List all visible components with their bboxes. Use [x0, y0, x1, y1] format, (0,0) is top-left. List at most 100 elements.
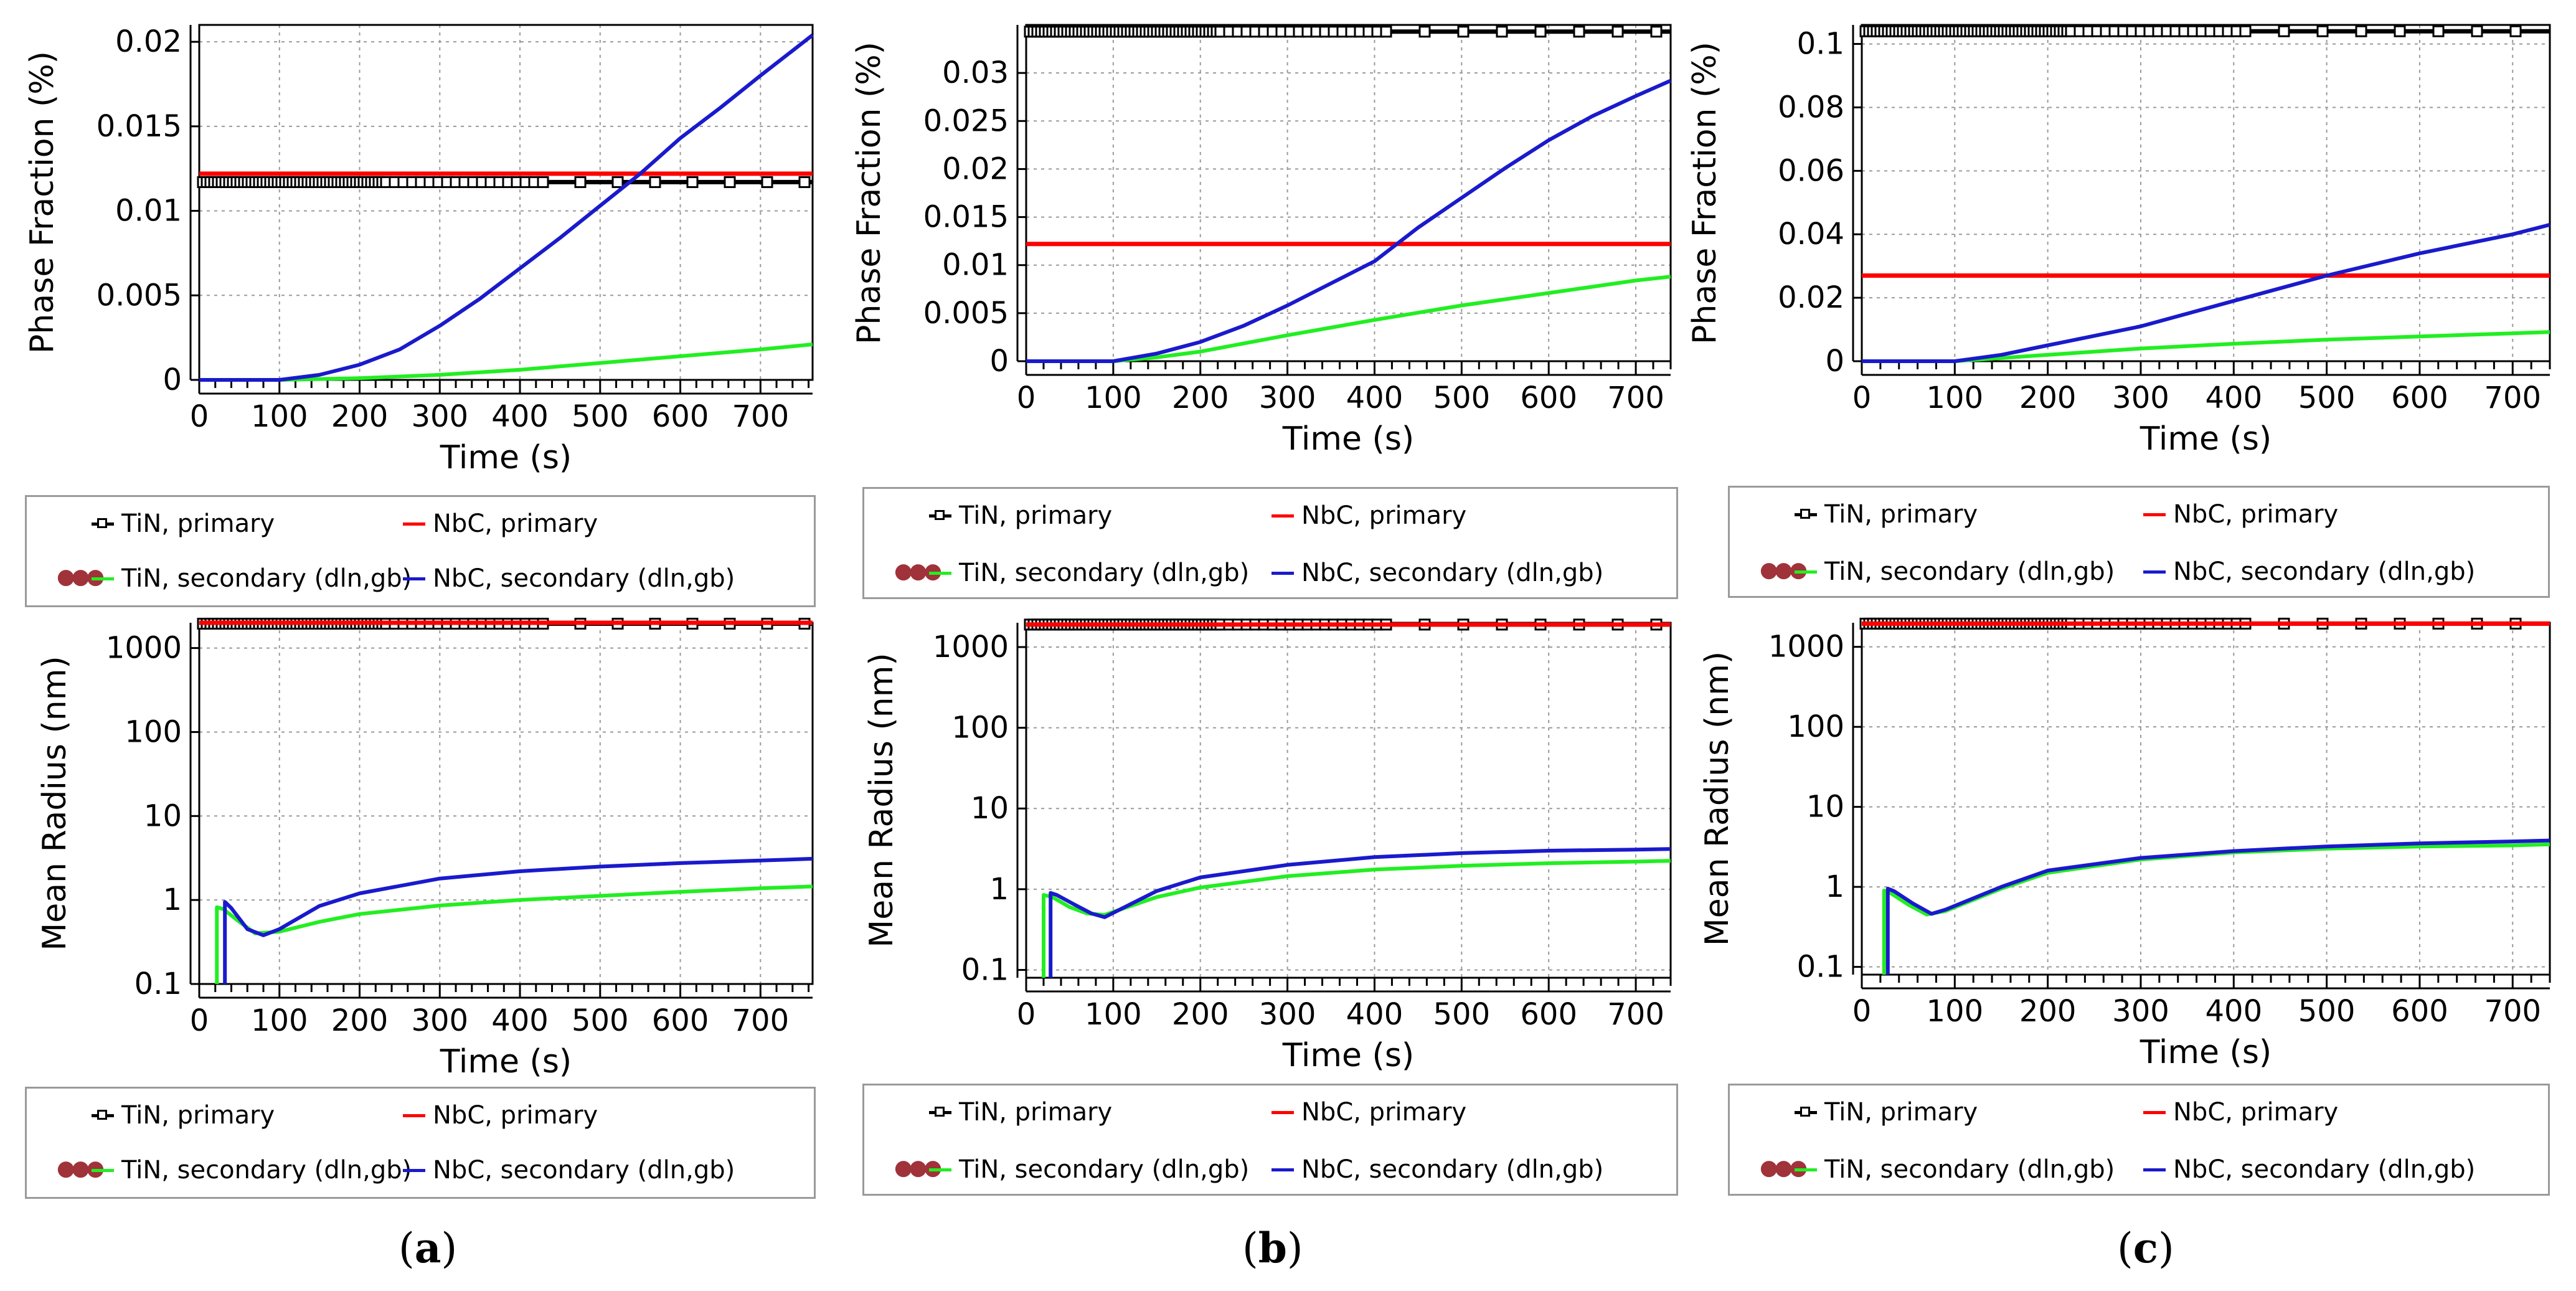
- x-tick-label: 300: [2112, 994, 2169, 1029]
- y-axis-label: Mean Radius (nm): [36, 656, 73, 950]
- x-tick-label: 0: [1017, 381, 1036, 415]
- legend-item-tin-secondary: ●●● TiN, secondary (dln,gb): [57, 564, 412, 593]
- legend-label: NbC, primary: [433, 1101, 598, 1130]
- x-tick-label: 100: [1085, 997, 1142, 1032]
- tin-primary-marker: [537, 176, 549, 188]
- legend-swatch-line: [927, 1159, 954, 1180]
- x-tick-label: 300: [1259, 381, 1316, 415]
- plot-frame: [198, 24, 814, 381]
- plot-frame: [1861, 622, 2551, 976]
- tin-primary-marker: [1496, 26, 1508, 38]
- legend-c-top: TiN, primary NbC, primary ●●● TiN, second…: [1728, 486, 2550, 598]
- tin-primary-marker: [2509, 25, 2522, 37]
- tin-primary-marker: [686, 176, 699, 188]
- y-tick-label: 0.06: [1778, 153, 1844, 188]
- legend-item-tin-primary: TiN, primary: [1792, 500, 1978, 529]
- caption-b: (b): [1242, 1224, 1303, 1272]
- plot-frame: [1025, 622, 1672, 979]
- legend-item-tin-primary: TiN, primary: [89, 1101, 275, 1130]
- x-axis-label: Time (s): [440, 439, 572, 476]
- y-axis-label: Mean Radius (nm): [1699, 651, 1736, 946]
- legend-item-nbc-secondary: NbC, secondary (dln,gb): [400, 1156, 735, 1185]
- series-line-nbc-secondary: [1862, 222, 2550, 363]
- tin-primary-marker: [798, 176, 811, 188]
- legend-item-tin-secondary: ●●● TiN, secondary (dln,gb): [894, 559, 1249, 587]
- legend-item-tin-secondary: ●●● TiN, secondary (dln,gb): [57, 1156, 412, 1185]
- x-tick-label: 700: [732, 399, 789, 434]
- x-tick-label: 700: [1607, 381, 1664, 415]
- y-axis-label: Mean Radius (nm): [863, 653, 900, 947]
- y-tick-label: 10: [971, 791, 1009, 826]
- legend-label: NbC, primary: [2173, 500, 2339, 529]
- plot-svg: 0 100 200 300 400 500 600 700 0.1 1 10 100 1000 Time …: [1699, 617, 2551, 1071]
- legend-swatch-line: [2141, 561, 2168, 582]
- legend-swatch-line: [1792, 561, 1819, 582]
- y-tick-label: 0.02: [1778, 280, 1844, 315]
- x-tick-label: 700: [1607, 997, 1664, 1032]
- legend-label: NbC, primary: [433, 509, 598, 538]
- x-tick-label: 700: [732, 1003, 789, 1038]
- legend-c-bottom: TiN, primary NbC, primary ●●● TiN, second…: [1728, 1084, 2550, 1196]
- legend-b-top: TiN, primary NbC, primary ●●● TiN, second…: [862, 487, 1678, 599]
- legend-item-nbc-secondary: NbC, secondary (dln,gb): [400, 564, 735, 593]
- legend-label: TiN, secondary (dln,gb): [121, 1156, 412, 1185]
- legend-item-nbc-primary: NbC, primary: [2141, 1098, 2338, 1127]
- x-tick-label: 300: [2112, 381, 2169, 415]
- series-line-nbc-secondary: [1026, 78, 1672, 363]
- legend-label: NbC, secondary (dln,gb): [1301, 559, 1604, 587]
- x-tick-label: 500: [572, 399, 629, 434]
- x-tick-label: 400: [491, 1003, 549, 1038]
- x-tick-label: 100: [1085, 381, 1142, 415]
- x-tick-label: 600: [652, 1003, 709, 1038]
- tin-primary-marker: [611, 176, 624, 188]
- x-tick-label: 0: [190, 1003, 209, 1038]
- y-tick-label: 0.005: [97, 278, 182, 313]
- legend-item-tin-primary: TiN, primary: [1792, 1098, 1978, 1127]
- caption-c: (c): [2117, 1224, 2174, 1272]
- series-line-tin-secondary: [215, 884, 813, 984]
- legend-label: NbC, secondary (dln,gb): [2173, 1155, 2476, 1184]
- legend-label: NbC, primary: [1301, 501, 1467, 530]
- tin-primary-marker: [649, 176, 661, 188]
- precipitate-icon: ●●●: [1760, 557, 1808, 582]
- y-tick-label: 0.02: [942, 151, 1009, 186]
- legend-item-nbc-secondary: NbC, secondary (dln,gb): [1269, 1155, 1603, 1184]
- legend-swatch-line: [1269, 1159, 1296, 1180]
- series-line-nbc-secondary: [199, 33, 814, 382]
- legend-item-tin-secondary: ●●● TiN, secondary (dln,gb): [1760, 1155, 2115, 1184]
- legend-label: TiN, primary: [1824, 500, 1978, 529]
- legend-item-tin-primary: TiN, primary: [927, 1098, 1112, 1127]
- y-tick-label: 0.04: [1778, 217, 1844, 252]
- series-line-tin-secondary: [199, 343, 813, 382]
- legend-swatch-square: [927, 1102, 954, 1123]
- legend-swatch-line: [400, 1160, 428, 1181]
- legend-swatch-line: [89, 568, 116, 589]
- tin-primary-marker: [2278, 25, 2290, 37]
- y-tick-label: 1000: [106, 631, 182, 666]
- legend-label: TiN, secondary (dln,gb): [1824, 557, 2115, 586]
- x-tick-label: 400: [1346, 381, 1404, 415]
- x-tick-label: 300: [411, 399, 468, 434]
- x-tick-label: 400: [1346, 997, 1404, 1032]
- tin-primary-marker: [1534, 26, 1547, 38]
- x-tick-label: 400: [491, 399, 549, 434]
- y-tick-label: 0.08: [1778, 90, 1844, 125]
- plot-svg: 0 100 200 300 400 500 600 700 0 0.005 0.01 0.015 0.0…: [851, 24, 1672, 458]
- legend-label: TiN, secondary (dln,gb): [121, 564, 412, 593]
- chart-c-radius: 0 100 200 300 400 500 600 700 0.1 1 10 100 1000 Time …: [1699, 617, 2576, 1096]
- legend-swatch-line: [89, 1160, 116, 1181]
- legend-label: TiN, secondary (dln,gb): [1824, 1155, 2115, 1184]
- x-tick-label: 0: [190, 399, 209, 434]
- y-tick-label: 0.025: [923, 103, 1009, 138]
- x-tick-label: 0: [1017, 997, 1036, 1032]
- x-tick-label: 500: [572, 1003, 629, 1038]
- x-tick-label: 600: [1520, 381, 1577, 415]
- x-tick-label: 0: [1852, 994, 1872, 1029]
- x-tick-label: 500: [1433, 381, 1491, 415]
- x-tick-label: 500: [1433, 997, 1491, 1032]
- x-tick-label: 400: [2205, 994, 2262, 1029]
- legend-swatch-square: [1792, 1102, 1819, 1123]
- legend-label: TiN, primary: [121, 509, 275, 538]
- legend-label: NbC, secondary (dln,gb): [433, 1156, 735, 1185]
- tin-primary-marker: [574, 176, 587, 188]
